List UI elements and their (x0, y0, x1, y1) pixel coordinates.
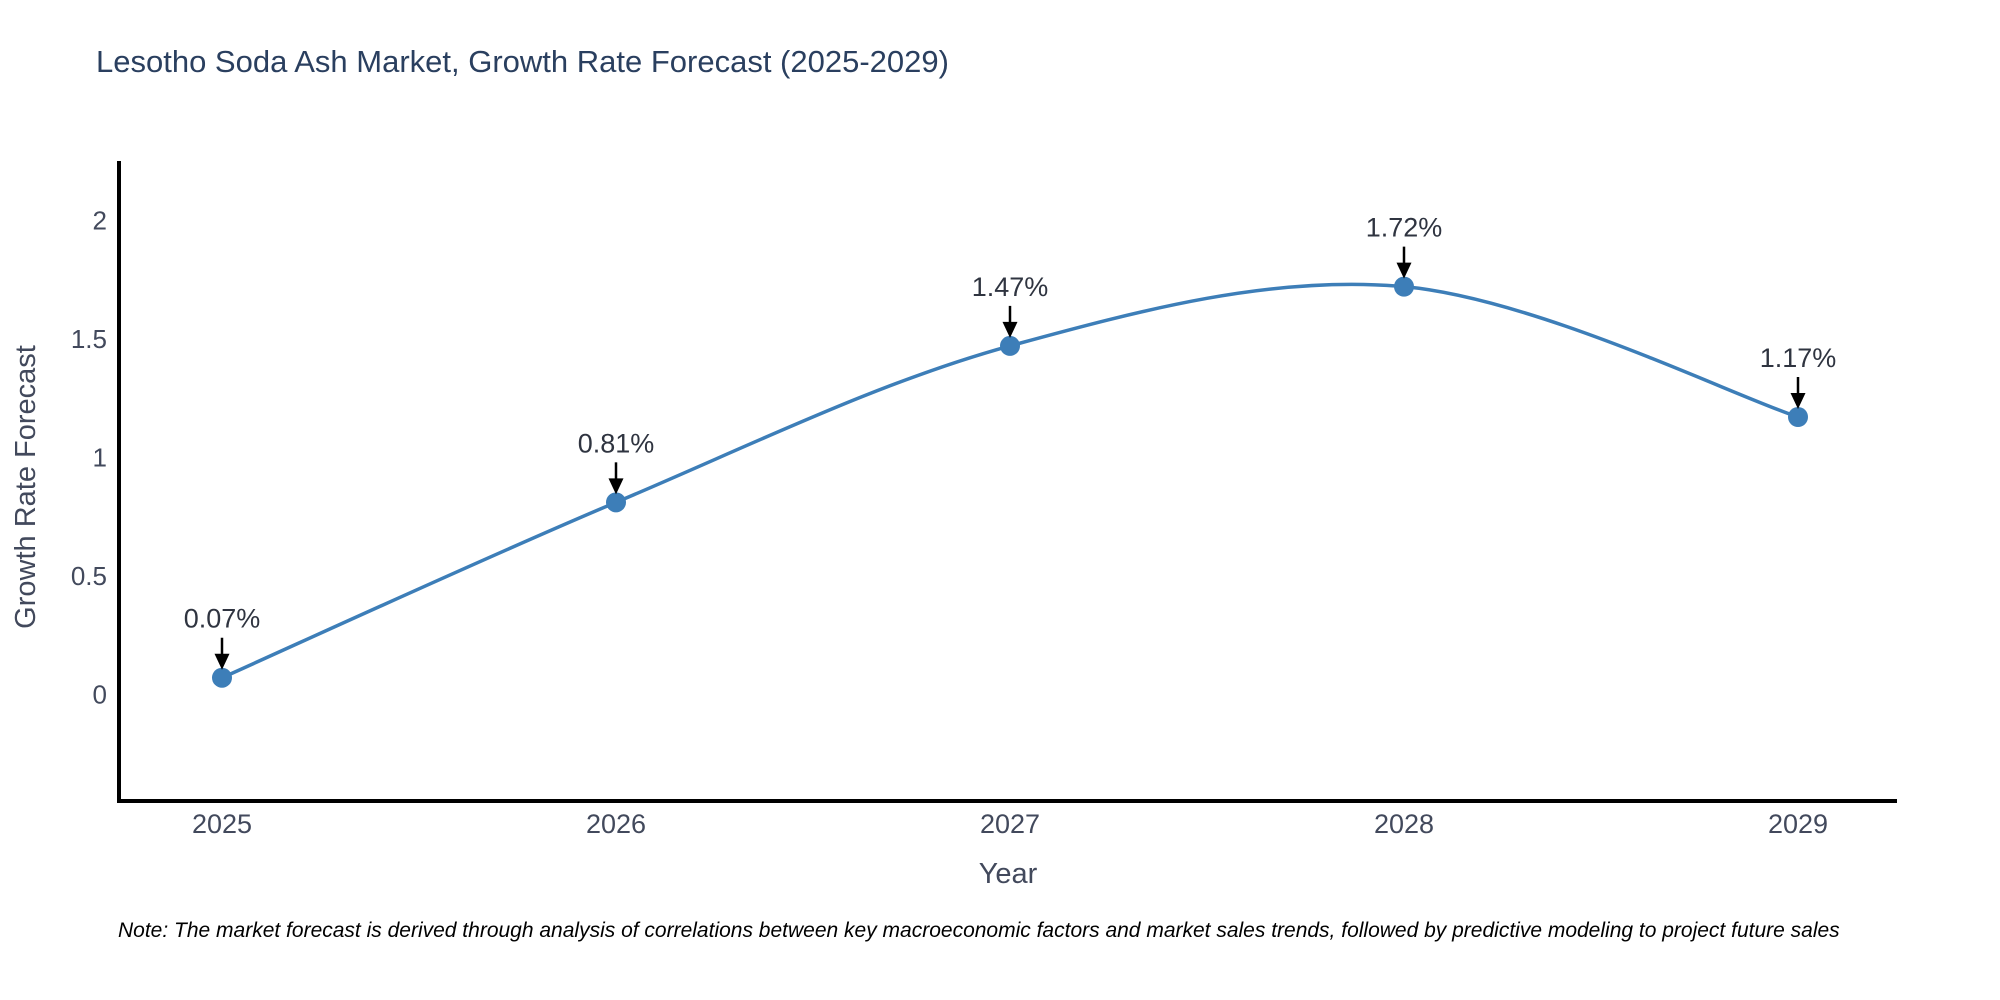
x-tick-label: 2027 (980, 809, 1040, 839)
x-tick-label: 2028 (1374, 809, 1434, 839)
y-tick-label: 2 (93, 205, 107, 235)
x-tick-label: 2026 (586, 809, 646, 839)
data-point-2027[interactable] (1000, 335, 1020, 356)
annotation-label: 1.72% (1366, 213, 1443, 243)
data-point-2025[interactable] (212, 667, 232, 688)
x-axis-title: Year (978, 858, 1038, 890)
x-tick-label: 2029 (1768, 809, 1828, 839)
annotation-arrowhead-icon (214, 653, 230, 670)
x-tick-label: 2025 (192, 809, 252, 839)
annotation-arrowhead-icon (1790, 393, 1806, 409)
y-tick-label: 1.5 (71, 324, 107, 354)
y-tick-label: 0 (93, 679, 107, 709)
annotation-label: 0.07% (184, 604, 261, 634)
footnote: Note: The market forecast is derived thr… (118, 919, 1840, 942)
data-point-2026[interactable] (606, 492, 626, 513)
annotation-arrowhead-icon (1002, 321, 1018, 338)
annotation-label: 0.81% (578, 428, 655, 458)
chart-title: Lesotho Soda Ash Market, Growth Rate For… (96, 44, 949, 79)
annotation-arrowhead-icon (1396, 262, 1412, 279)
data-point-2029[interactable] (1788, 407, 1808, 427)
annotation-label: 1.17% (1760, 343, 1837, 373)
y-tick-label: 0.5 (71, 561, 107, 591)
annotation-arrowhead-icon (608, 478, 624, 495)
data-point-2028[interactable] (1394, 276, 1414, 297)
y-tick-label: 1 (93, 442, 107, 472)
annotation-label: 1.47% (972, 272, 1049, 302)
axis-lines (117, 161, 1897, 803)
